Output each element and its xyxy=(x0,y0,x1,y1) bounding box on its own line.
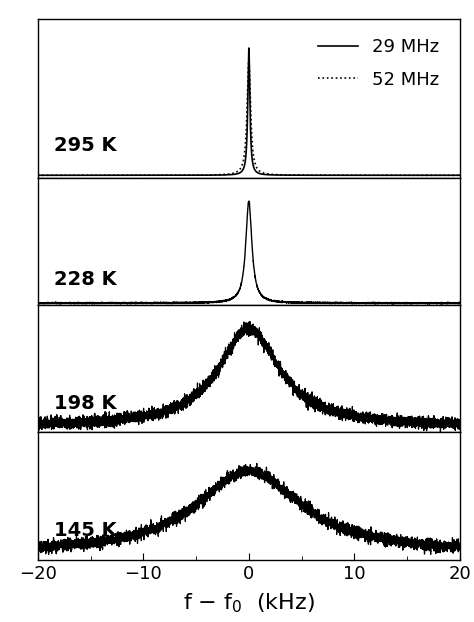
52 MHz xyxy=(382,172,388,179)
29 MHz xyxy=(35,172,41,179)
52 MHz xyxy=(35,172,41,179)
Line: 52 MHz: 52 MHz xyxy=(38,61,460,175)
29 MHz xyxy=(350,172,356,179)
29 MHz xyxy=(310,172,315,179)
Text: 295 K: 295 K xyxy=(54,136,116,156)
29 MHz xyxy=(196,172,202,179)
52 MHz xyxy=(350,172,356,179)
Legend: 29 MHz, 52 MHz: 29 MHz, 52 MHz xyxy=(311,31,447,96)
52 MHz xyxy=(457,172,463,179)
29 MHz xyxy=(382,172,388,179)
Text: 198 K: 198 K xyxy=(54,394,116,413)
Text: 145 K: 145 K xyxy=(54,521,116,541)
52 MHz xyxy=(310,172,315,179)
Text: 228 K: 228 K xyxy=(54,270,116,289)
Line: 29 MHz: 29 MHz xyxy=(38,48,460,175)
29 MHz xyxy=(112,172,118,179)
29 MHz xyxy=(288,172,294,179)
52 MHz xyxy=(288,171,294,179)
29 MHz xyxy=(457,172,463,179)
X-axis label: f $-$ f$_0$  (kHz): f $-$ f$_0$ (kHz) xyxy=(183,591,315,615)
52 MHz xyxy=(246,57,252,65)
52 MHz xyxy=(196,171,202,179)
29 MHz xyxy=(246,44,252,52)
52 MHz xyxy=(112,172,118,179)
